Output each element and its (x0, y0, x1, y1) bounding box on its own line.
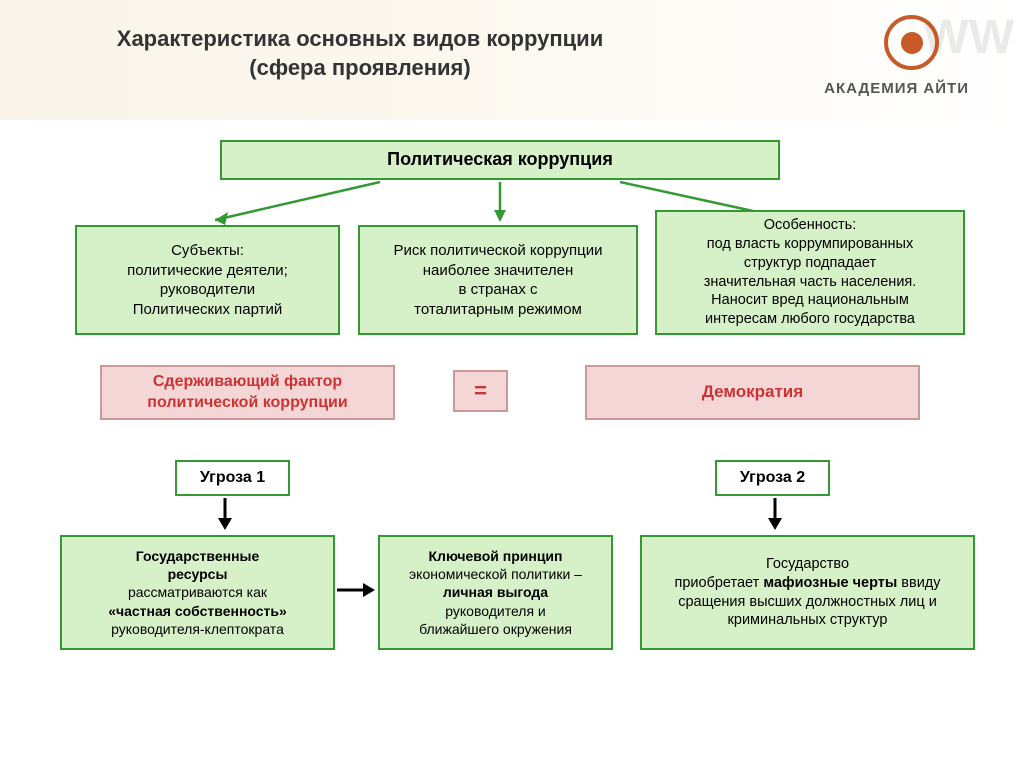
threat2-box: Государство приобретает мафиозные черты … (640, 535, 975, 650)
pink-left: Сдерживающий фактор политической коррупц… (100, 365, 395, 420)
threat1-box2: Ключевой принцип экономической политики … (378, 535, 613, 650)
t1b1-l5: руководителя-клептократа (111, 620, 284, 638)
row1-box2: Риск политической коррупции наиболее зна… (358, 225, 638, 335)
pink-right: Демократия (585, 365, 920, 420)
threat1-label: Угроза 1 (175, 460, 290, 496)
t1b1-l4: «частная собственность» (108, 602, 287, 620)
title-line2: (сфера проявления) (249, 55, 470, 80)
t2-l4: криминальных структур (728, 611, 888, 630)
t2-l2c: ввиду (897, 575, 940, 591)
t1b2-l3: личная выгода (443, 583, 548, 601)
t1b2-l2: экономической политики – (409, 565, 582, 583)
slide-title: Характеристика основных видов коррупции … (60, 25, 660, 82)
t1b2-l5: ближайшего окружения (419, 620, 572, 638)
row1-box3: Особенность: под власть коррумпированных… (655, 210, 965, 335)
brand-name: АКАДЕМИЯ АЙТИ (824, 80, 969, 97)
t2-l1: Государство (766, 555, 849, 574)
main-header-box: Политическая коррупция (220, 140, 780, 180)
pink-equals: = (453, 370, 508, 412)
t2-l2: приобретает мафиозные черты ввиду (674, 574, 940, 593)
title-line1: Характеристика основных видов коррупции (117, 26, 603, 51)
row1-box1: Субъекты: политические деятели; руководи… (75, 225, 340, 335)
t1b1-l3: рассматриваются как (128, 583, 267, 601)
t1b1-l2: ресурсы (168, 565, 228, 583)
t2-l2b: мафиозные черты (763, 575, 897, 591)
t2-l2a: приобретает (674, 575, 763, 591)
t1b1-l1: Государственные (136, 547, 260, 565)
brand-logo (884, 15, 939, 70)
t2-l3: сращения высших должностных лиц и (678, 593, 937, 612)
t1b2-l4: руководителя и (445, 602, 545, 620)
threat1-box1: Государственные ресурсы рассматриваются … (60, 535, 335, 650)
threat2-label: Угроза 2 (715, 460, 830, 496)
t1b2-l1: Ключевой принцип (429, 547, 563, 565)
